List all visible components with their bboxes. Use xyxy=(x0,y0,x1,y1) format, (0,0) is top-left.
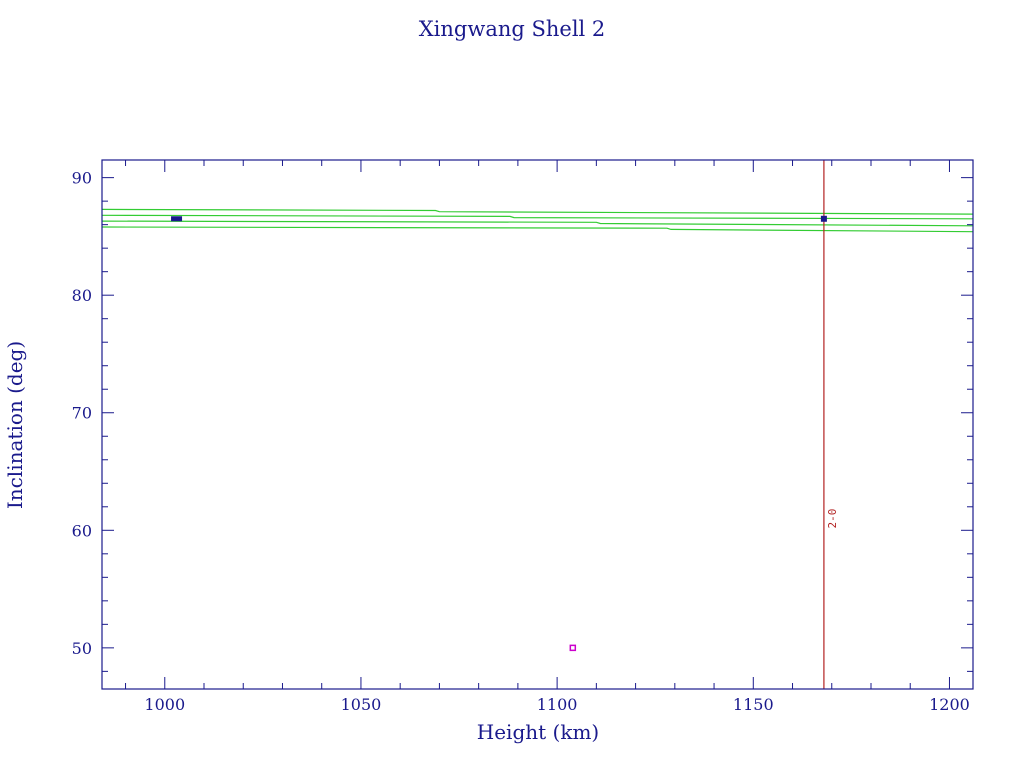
y-tick-label: 70 xyxy=(72,404,92,423)
axis-tick-labels: 1000 1050 1100 1150 1200 50 60 70 80 90 xyxy=(72,169,970,714)
data-point-3 xyxy=(569,644,577,652)
data-point-2 xyxy=(820,215,827,222)
x-tick-label: 1100 xyxy=(537,695,578,714)
vertical-marker-label: 2-0 xyxy=(826,509,839,529)
y-axis-label: Inclination (deg) xyxy=(3,341,27,509)
data-point-1 xyxy=(171,216,183,222)
x-tick-label: 1200 xyxy=(929,695,970,714)
band-line-1 xyxy=(102,208,973,215)
band-line-2 xyxy=(102,214,973,220)
x-axis-label: Height (km) xyxy=(477,720,599,744)
y-tick-label: 50 xyxy=(72,639,92,658)
x-tick-label: 1000 xyxy=(144,695,185,714)
y-tick-label: 80 xyxy=(72,286,92,305)
y-tick-label: 60 xyxy=(72,521,92,540)
x-tick-label: 1050 xyxy=(341,695,382,714)
plot-area: 2-0 xyxy=(101,159,974,690)
chart-title: Xingwang Shell 2 xyxy=(419,17,606,41)
band-line-3 xyxy=(102,220,973,227)
axis-ticks xyxy=(102,160,973,689)
plot-frame xyxy=(101,159,974,690)
data-layer: 2-0 xyxy=(102,160,973,689)
band-line-4 xyxy=(102,226,973,233)
x-tick-label: 1150 xyxy=(733,695,774,714)
y-tick-label: 90 xyxy=(72,169,92,188)
